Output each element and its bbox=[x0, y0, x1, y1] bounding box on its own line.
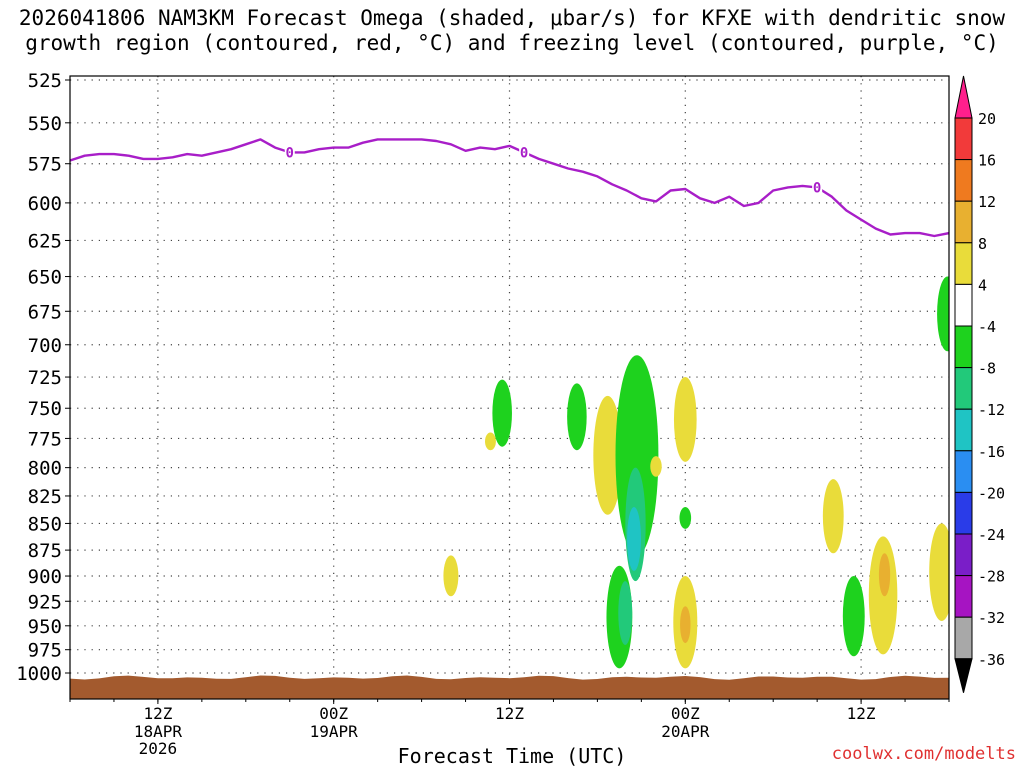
y-tick-label: 850 bbox=[28, 513, 62, 535]
omega-region bbox=[679, 507, 692, 529]
freezing-level-label: 0 bbox=[813, 180, 821, 196]
y-tick-label: 750 bbox=[28, 398, 62, 420]
colorbar-label: -12 bbox=[978, 401, 1005, 419]
omega-region bbox=[593, 395, 622, 515]
y-tick-label: 525 bbox=[28, 70, 62, 92]
colorbar-label: -32 bbox=[978, 609, 1005, 627]
terrain-fill bbox=[70, 675, 949, 699]
freezing-level-line bbox=[70, 138, 949, 238]
omega-region bbox=[822, 479, 844, 554]
y-tick-label: 900 bbox=[28, 566, 62, 588]
freezing-level-label: 0 bbox=[520, 145, 528, 161]
y-tick-label: 975 bbox=[28, 640, 62, 662]
colorbar-segment bbox=[954, 491, 973, 535]
omega-region bbox=[484, 432, 496, 451]
colorbar-label: -4 bbox=[978, 318, 996, 336]
colorbar-segment bbox=[954, 283, 973, 327]
omega-region bbox=[618, 581, 633, 645]
chart-title-line-1: 2026041806 NAM3KM Forecast Omega (shaded… bbox=[18, 6, 1006, 30]
colorbar-label: 20 bbox=[978, 110, 996, 128]
y-tick-label: 950 bbox=[28, 616, 62, 638]
chart-title-line-2: growth region (contoured, red, °C) and f… bbox=[25, 31, 999, 55]
y-tick-label: 725 bbox=[28, 367, 62, 389]
x-tick-date-label: 20APR bbox=[661, 722, 710, 741]
y-tick-label: 875 bbox=[28, 540, 62, 562]
x-tick-date-label: 19APR bbox=[310, 722, 359, 741]
freezing-level-contour: 0 0 0 bbox=[70, 138, 949, 238]
omega-shading bbox=[443, 276, 949, 669]
colorbar-label: -8 bbox=[978, 360, 996, 378]
omega-region bbox=[627, 507, 641, 571]
colorbar-label: -20 bbox=[978, 484, 1005, 502]
x-tick-label: 12Z bbox=[495, 704, 524, 723]
contour-label-bg bbox=[519, 143, 530, 160]
colorbar-top-arrow bbox=[954, 75, 973, 119]
omega-region bbox=[492, 379, 512, 447]
colorbar-segment bbox=[954, 242, 973, 285]
colorbar-label: -24 bbox=[978, 526, 1005, 544]
colorbar-label: -36 bbox=[978, 651, 1005, 669]
x-axis-label: Forecast Time (UTC) bbox=[397, 744, 627, 768]
omega-region bbox=[842, 576, 865, 657]
terrain bbox=[70, 675, 949, 699]
y-tick-label: 625 bbox=[28, 230, 62, 252]
x-tick-label: 00Z bbox=[671, 704, 700, 723]
x-tick-label: 00Z bbox=[319, 704, 348, 723]
omega-region bbox=[673, 377, 697, 462]
colorbar-label: 8 bbox=[978, 235, 987, 253]
y-tick-label: 800 bbox=[28, 458, 62, 480]
y-tick-label: 1000 bbox=[16, 663, 62, 685]
colorbar-bottom-arrow bbox=[954, 658, 973, 693]
colorbar-segment bbox=[954, 616, 973, 660]
colorbar-label: 16 bbox=[978, 152, 996, 170]
y-tick-label: 575 bbox=[28, 154, 62, 176]
omega-region bbox=[937, 276, 949, 352]
y-tick-label: 700 bbox=[28, 335, 62, 357]
site-credit: coolwx.com/modelts bbox=[831, 744, 1016, 764]
omega-region bbox=[680, 606, 691, 644]
colorbar-label: 12 bbox=[978, 193, 996, 211]
y-tick-label: 675 bbox=[28, 301, 62, 323]
omega-region bbox=[443, 555, 459, 597]
y-tick-label: 775 bbox=[28, 428, 62, 450]
contour-label-bg bbox=[812, 178, 823, 195]
y-tick-label: 925 bbox=[28, 591, 62, 613]
colorbar-segment bbox=[954, 159, 973, 202]
x-tick-date-label: 18APR bbox=[134, 722, 183, 741]
freezing-level-label: 0 bbox=[286, 145, 294, 161]
colorbar-label: -16 bbox=[978, 443, 1005, 461]
colorbar-segment bbox=[954, 200, 973, 244]
x-tick-label: 12Z bbox=[143, 704, 172, 723]
plot-background bbox=[70, 76, 949, 699]
y-tick-label: 650 bbox=[28, 267, 62, 289]
colorbar-segment bbox=[954, 117, 973, 161]
omega-region bbox=[567, 383, 587, 451]
y-tick-label: 825 bbox=[28, 486, 62, 508]
contour-label-bg bbox=[284, 143, 295, 160]
omega-region bbox=[878, 553, 891, 597]
omega-region bbox=[650, 456, 662, 477]
y-tick-label: 550 bbox=[28, 113, 62, 135]
colorbar-segment bbox=[954, 325, 973, 369]
colorbar: 20 16 12 8 4 -4 -8 -12 -16 -20 -24 -28 -32 -36 bbox=[954, 75, 1005, 693]
colorbar-segment bbox=[954, 367, 973, 410]
omega-region bbox=[929, 523, 949, 621]
colorbar-segment bbox=[954, 575, 973, 618]
x-tick-date-label: 2026 bbox=[139, 739, 178, 758]
colorbar-label: -28 bbox=[978, 568, 1005, 586]
colorbar-segment bbox=[954, 450, 973, 493]
colorbar-segment bbox=[954, 408, 973, 452]
colorbar-segment bbox=[954, 533, 973, 577]
colorbar-label: 4 bbox=[978, 276, 987, 294]
y-axis: 525 550 575 600 625 650 675 700 725 750 775 800 825 8… bbox=[16, 70, 70, 685]
y-tick-label: 600 bbox=[28, 193, 62, 215]
x-tick-label: 12Z bbox=[847, 704, 876, 723]
